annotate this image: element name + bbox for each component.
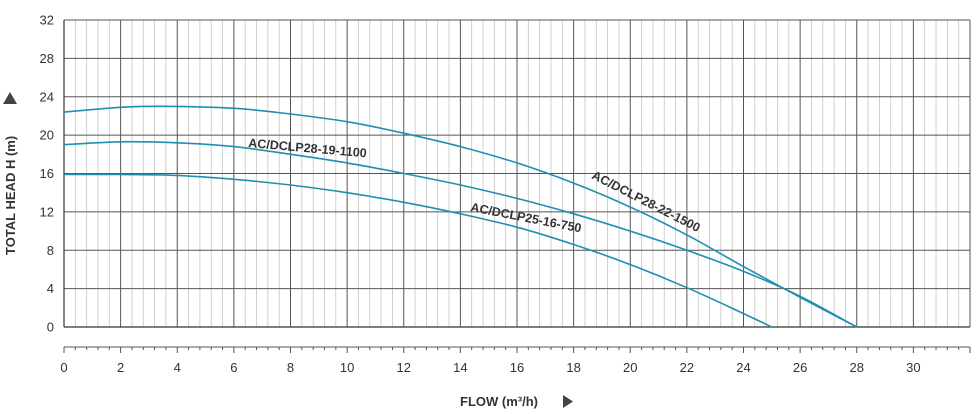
x-tick-label: 18: [566, 360, 580, 375]
x-tick-label: 24: [736, 360, 750, 375]
x-tick-label: 26: [793, 360, 807, 375]
x-tick-label: 20: [623, 360, 637, 375]
y-tick-label: 8: [47, 243, 54, 258]
x-tick-label: 8: [287, 360, 294, 375]
x-tick-label: 16: [510, 360, 524, 375]
pump-curves: [63, 105, 858, 328]
curve-3: [63, 173, 773, 328]
y-tick-label: 20: [40, 128, 54, 143]
y-tick-label: 4: [47, 281, 54, 296]
x-tick-label: 12: [397, 360, 411, 375]
x-tick-label: 30: [906, 360, 920, 375]
major-grid: [64, 19, 971, 327]
y-tick-label: 28: [40, 51, 54, 66]
x-tick-label: 28: [850, 360, 864, 375]
x-axis-arrow-icon: [563, 395, 573, 408]
y-tick-label: 16: [40, 166, 54, 181]
x-tick-label: 6: [230, 360, 237, 375]
series-label: AC/DCLP28-22-1500: [590, 168, 703, 235]
y-axis-title: TOTAL HEAD H (m): [3, 136, 18, 255]
x-tick-label: 14: [453, 360, 467, 375]
x-tick-label: 22: [680, 360, 694, 375]
axes: [63, 20, 971, 353]
curve-1: [63, 105, 858, 328]
y-tick-label: 12: [40, 204, 54, 219]
x-tick-label: 2: [117, 360, 124, 375]
x-tick-label: 10: [340, 360, 354, 375]
curve-2: [63, 140, 858, 328]
x-tick-label: 0: [60, 360, 67, 375]
y-axis-arrow-icon: [3, 92, 17, 104]
y-tick-label: 32: [40, 13, 54, 28]
x-tick-label: 4: [174, 360, 181, 375]
y-tick-label: 24: [40, 89, 54, 104]
y-tick-label: 0: [47, 320, 54, 335]
x-axis-title: FLOW (m³/h): [460, 394, 538, 409]
